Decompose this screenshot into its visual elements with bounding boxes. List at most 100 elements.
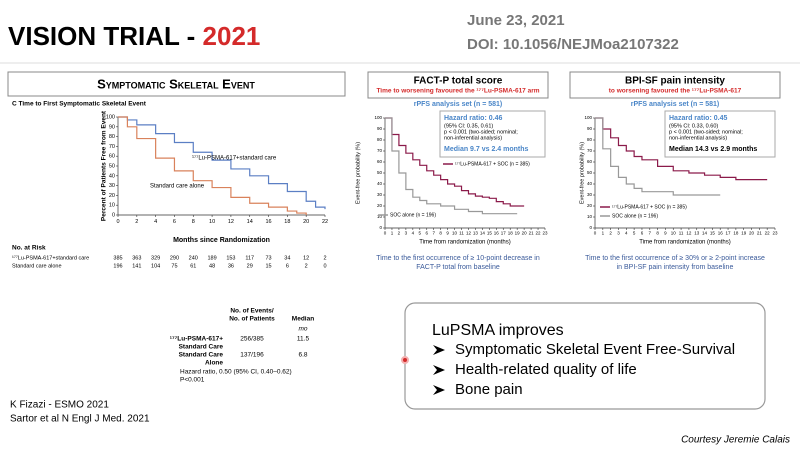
y-tick-label: 100 [584, 115, 592, 120]
summary-table: No. of Events/ No. of Patients Median mo… [170, 308, 314, 384]
x-tick-label: 8 [439, 231, 442, 236]
x-tick-label: 19 [741, 231, 747, 236]
x-tick-label: 18 [284, 219, 290, 225]
x-tick-label: 18 [508, 231, 514, 236]
km-curve [118, 116, 326, 210]
at-risk-count: 61 [190, 263, 196, 269]
source: K Fizazi - ESMO 2021 [10, 400, 109, 411]
bullet-arrow [433, 365, 445, 375]
at-risk-count: 2 [305, 263, 308, 269]
p-value: p < 0.001 (two-sided; nominal; [444, 129, 518, 135]
y-tick-label: 30 [377, 192, 383, 197]
y-tick-label: 90 [587, 126, 593, 131]
at-risk-count: 141 [132, 263, 141, 269]
caption: Time to the first occurrence of ≥ 10-poi… [376, 255, 540, 262]
x-tick-label: 12 [228, 219, 234, 225]
hazard-ratio: Hazard ratio, 0.50 (95% CI, 0.40–0.62) [180, 369, 292, 376]
at-risk-count: 75 [171, 263, 177, 269]
row-label: Standard Care [179, 352, 224, 359]
at-risk-count: 2 [323, 255, 326, 261]
at-risk-count: 329 [151, 255, 160, 261]
x-tick-label: 4 [154, 219, 157, 225]
panel-heading: FACT-P total score [414, 76, 503, 87]
y-axis-label: Event-free probability (%) [355, 142, 361, 204]
y-tick-label: 20 [587, 203, 593, 208]
y-tick-label: 90 [377, 126, 383, 131]
at-risk-count: 6 [286, 263, 289, 269]
curve-label: ¹⁷⁷Lu-PSMA-617+standard care [192, 155, 277, 162]
ci: (95% CI: 0.35, 0.61) [444, 123, 493, 129]
bullet-arrow [433, 385, 445, 395]
km-curve [595, 117, 721, 196]
x-tick-label: 14 [480, 231, 486, 236]
ci: (95% CI: 0.33, 0.60) [669, 123, 718, 129]
x-tick-label: 6 [425, 231, 428, 236]
x-tick-label: 6 [173, 219, 176, 225]
km-curve [385, 117, 525, 207]
y-tick-label: 90 [109, 124, 115, 130]
y-tick-label: 40 [109, 173, 115, 179]
unit: mo [298, 326, 307, 333]
legend-label: ¹⁷⁷Lu-PSMA-617 + SOC (n = 385) [455, 161, 530, 167]
x-tick-label: 1 [602, 231, 605, 236]
x-axis-label: Time from randomization (months) [419, 240, 510, 246]
median: 11.5 [297, 336, 310, 343]
x-tick-label: 13 [473, 231, 479, 236]
x-tick-label: 9 [664, 231, 667, 236]
doi: DOI: 10.1056/NEJMoa2107322 [467, 36, 679, 53]
median: Median 9.7 vs 2.4 months [444, 146, 529, 153]
at-risk-count: 73 [265, 255, 271, 261]
y-axis-label: Event-free probability (%) [579, 142, 585, 204]
column-header: No. of Patients [229, 316, 275, 323]
at-risk-count: 189 [207, 255, 216, 261]
at-risk-count: 48 [209, 263, 215, 269]
at-risk-count: 117 [245, 255, 254, 261]
at-risk-count: 196 [113, 263, 122, 269]
at-risk-count: 0 [323, 263, 326, 269]
y-tick-label: 50 [587, 170, 593, 175]
x-tick-label: 15 [487, 231, 493, 236]
slide-title: VISION TRIAL - 2021 [8, 21, 260, 51]
p-value: p < 0.001 (two-sided; nominal; [669, 129, 743, 135]
x-tick-label: 19 [515, 231, 521, 236]
x-tick-label: 20 [749, 231, 755, 236]
x-tick-label: 8 [656, 231, 659, 236]
y-tick-label: 80 [587, 137, 593, 142]
at-risk-count: 12 [303, 255, 309, 261]
stats-box [664, 110, 776, 158]
x-tick-label: 3 [617, 231, 620, 236]
x-tick-label: 0 [116, 219, 119, 225]
panel-subheading: Time to worsening favoured the ¹⁷⁷Lu-PSM… [376, 88, 539, 95]
y-tick-label: 80 [109, 134, 115, 140]
at-risk-count: 104 [151, 263, 160, 269]
source: Sartor et al N Engl J Med. 2021 [10, 414, 150, 425]
x-tick-label: 2 [135, 219, 138, 225]
conclusion-lead: LuPSMA improves [432, 322, 564, 339]
y-tick-label: 60 [377, 159, 383, 164]
x-tick-label: 0 [594, 231, 597, 236]
x-tick-label: 22 [536, 231, 542, 236]
bullet-list: Symptomatic Skeletal Event Free-Survival… [433, 341, 735, 398]
x-tick-label: 18 [733, 231, 739, 236]
panel-heading-box [367, 71, 549, 99]
x-tick-label: 9 [446, 231, 449, 236]
y-tick-label: 10 [377, 214, 383, 219]
marker-dot [401, 356, 409, 364]
at-risk-title: No. at Risk [12, 245, 46, 252]
x-tick-label: 22 [765, 231, 771, 236]
bullet-text: Bone pain [455, 381, 523, 398]
hazard-ratio: Hazard ratio: 0.45 [669, 115, 727, 122]
y-tick-label: 0 [379, 225, 382, 230]
x-tick-label: 20 [522, 231, 528, 236]
x-tick-label: 5 [419, 231, 422, 236]
y-tick-label: 40 [377, 181, 383, 186]
y-tick-label: 0 [112, 212, 115, 218]
panel-heading-box [569, 71, 781, 99]
y-tick-label: 50 [377, 170, 383, 175]
date: June 23, 2021 [467, 12, 565, 29]
x-tick-label: 3 [405, 231, 408, 236]
x-tick-label: 8 [192, 219, 195, 225]
x-tick-label: 12 [686, 231, 692, 236]
